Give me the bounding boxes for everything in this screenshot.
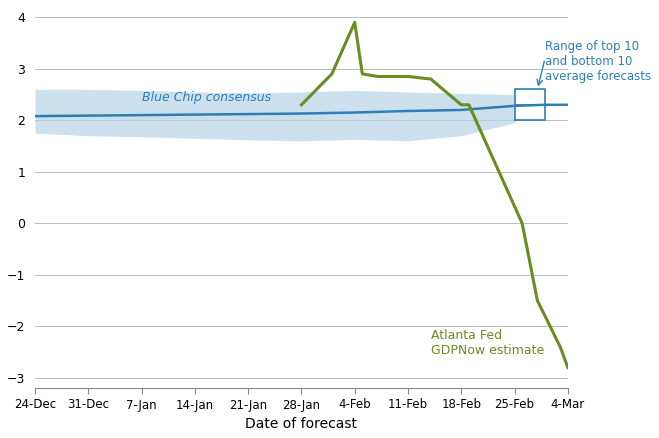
Text: Range of top 10
and bottom 10
average forecasts: Range of top 10 and bottom 10 average fo… <box>545 40 651 83</box>
Text: Blue Chip consensus: Blue Chip consensus <box>142 91 271 104</box>
X-axis label: Date of forecast: Date of forecast <box>245 417 357 431</box>
Text: Atlanta Fed
GDPNow estimate: Atlanta Fed GDPNow estimate <box>431 329 544 357</box>
